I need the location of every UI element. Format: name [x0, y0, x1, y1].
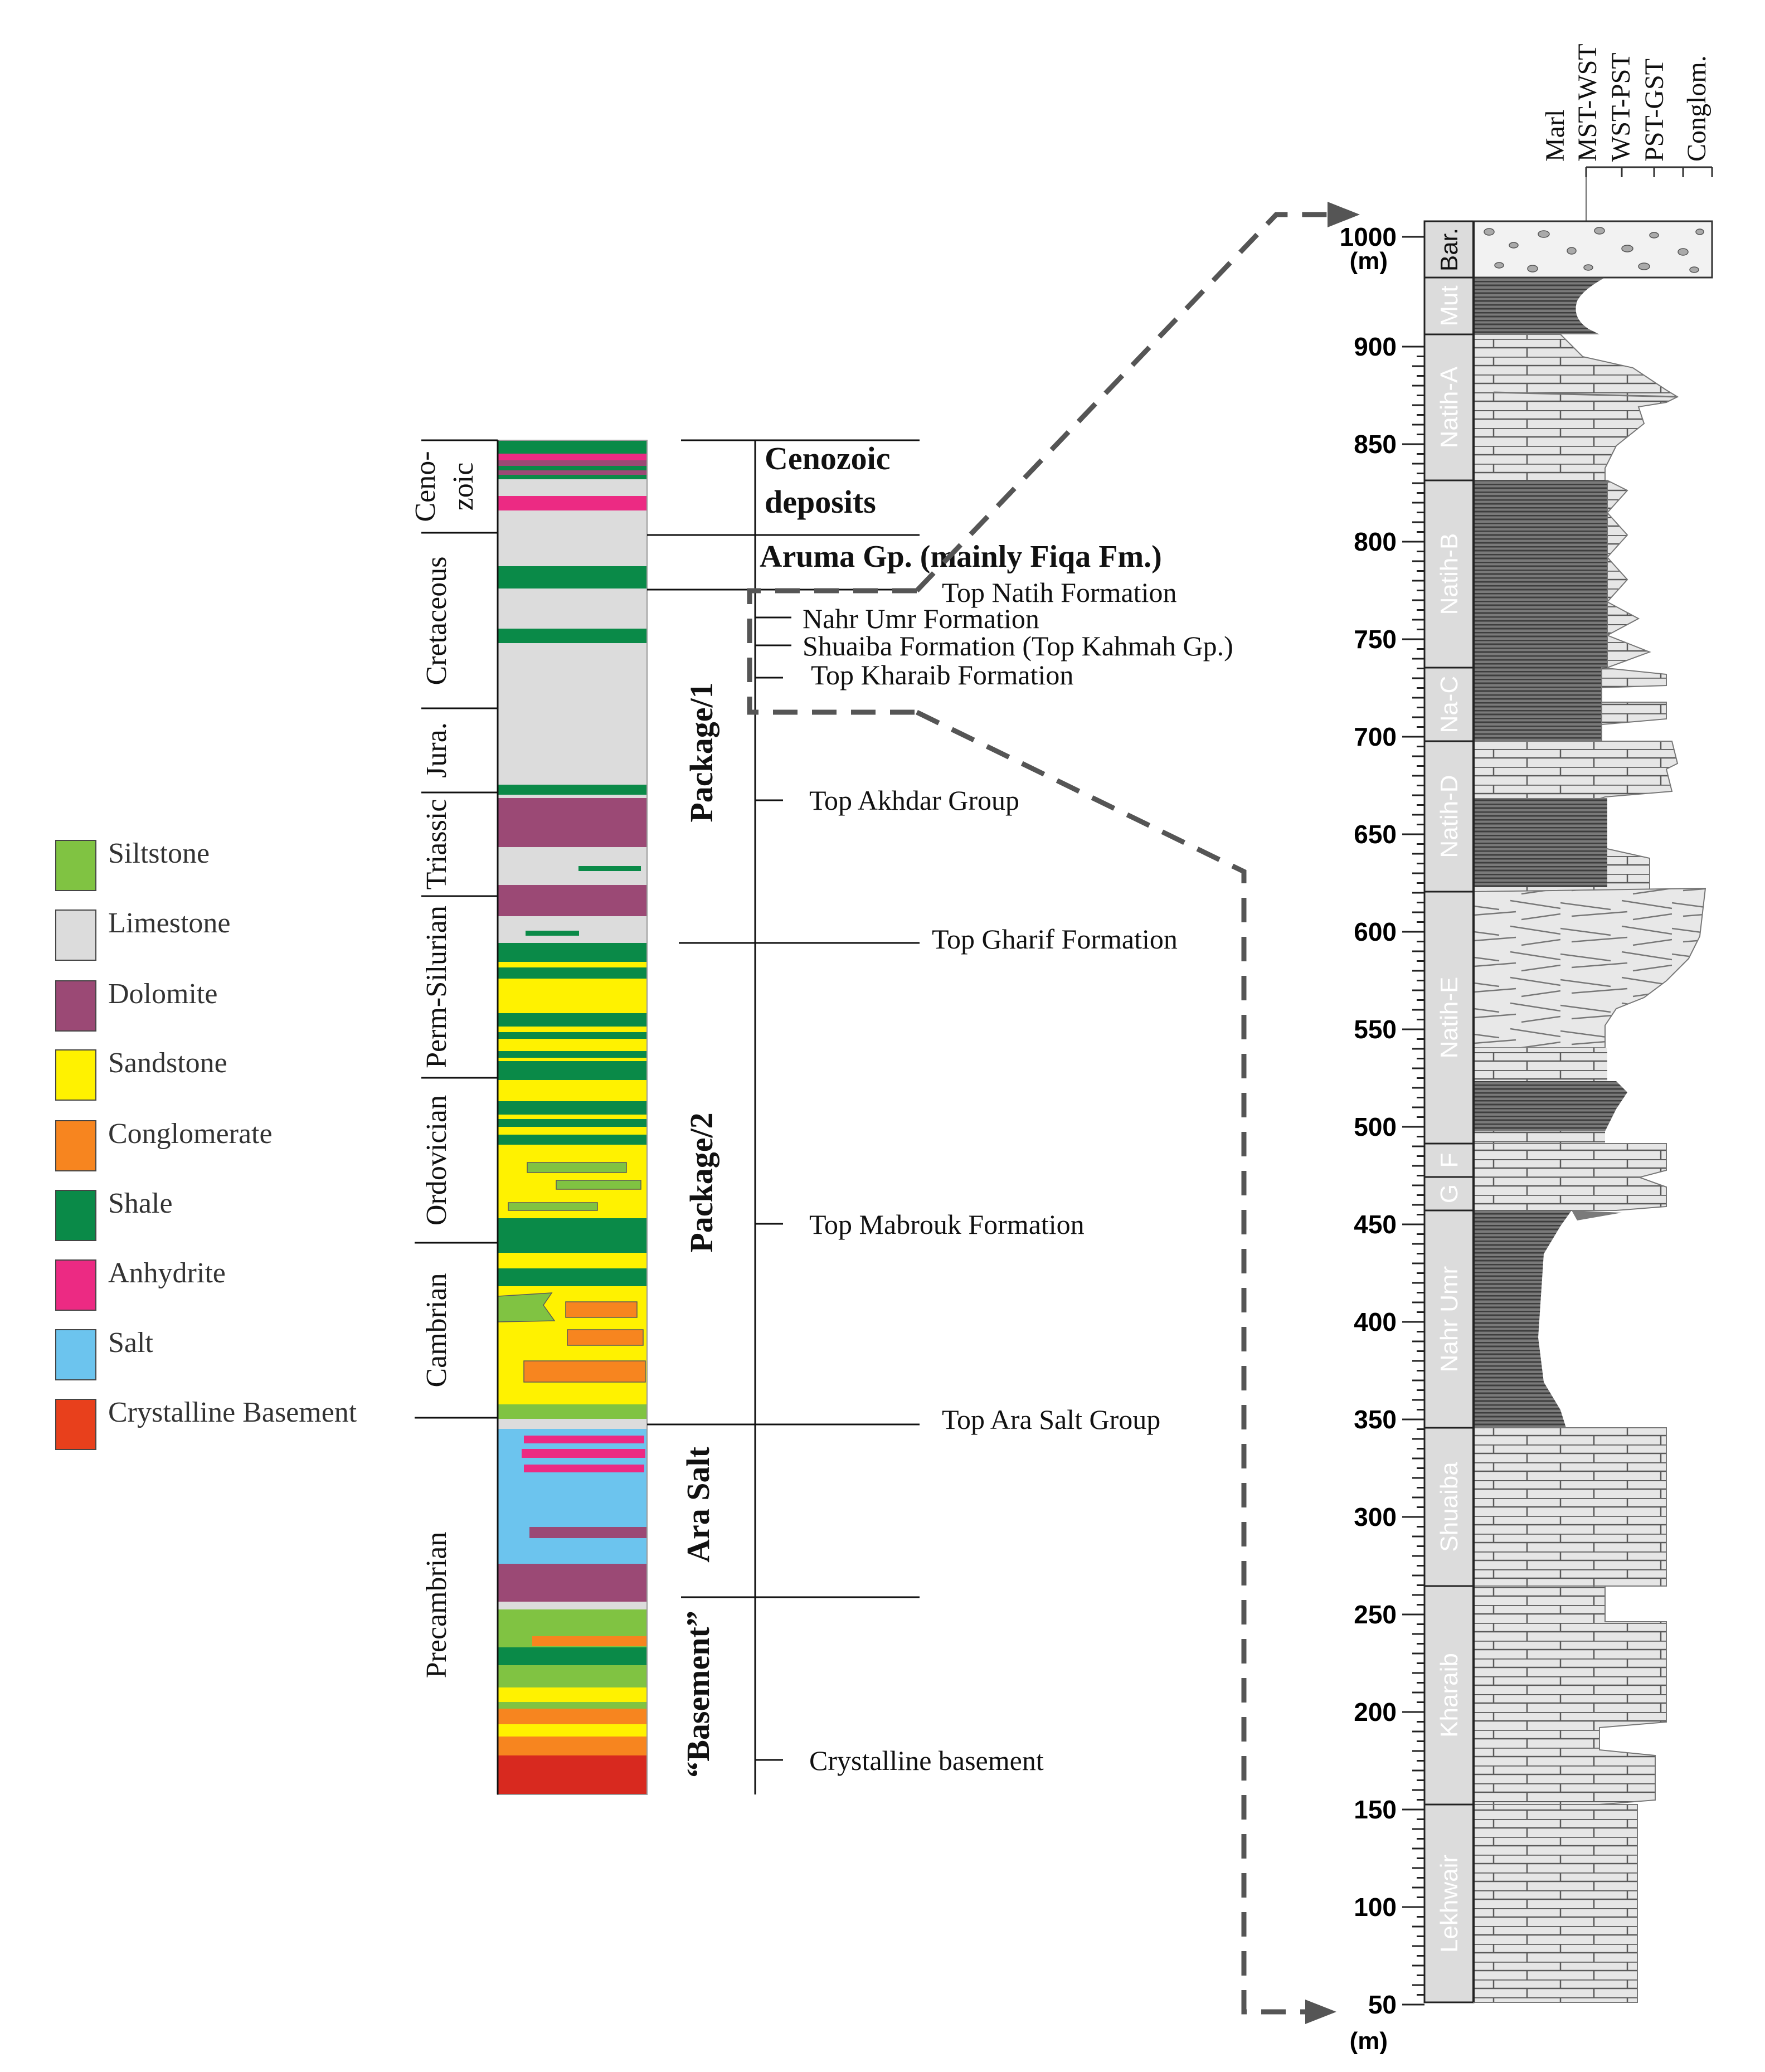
texture-mst-wst: MST-WST [1573, 43, 1602, 162]
unit-lekhwair: Lekhwair [1436, 1855, 1463, 1953]
top-natih-label: Top Natih Formation [942, 577, 1176, 608]
top-kharaib-label: Top Kharaib Formation [811, 659, 1073, 690]
unit-f: F [1436, 1153, 1463, 1168]
package-lines [647, 439, 920, 1794]
period-jurassic: Jura. [421, 722, 453, 778]
period-labels: Ceno- zoic Cretaceous Jura. Triassic Per… [410, 451, 479, 1678]
ara-salt-label: Ara Salt [680, 1446, 716, 1563]
period-perm-silurian: Perm-Silurian [421, 906, 453, 1068]
basement-label: “Basement” [680, 1611, 716, 1778]
depth-unit: (m) [1350, 247, 1388, 275]
period-cambrian: Cambrian [421, 1273, 453, 1387]
legend-label: Shale [108, 1188, 173, 1219]
legend-item-dolomite: Dolomite [55, 978, 217, 1032]
texture-conglom: Conglom. [1682, 55, 1711, 162]
texture-pst-gst: PST-GST [1640, 59, 1669, 162]
zoom-connector [747, 212, 1332, 2015]
package-labels: Cenozoic deposits Aruma Gp. (mainly Fiqa… [680, 440, 1162, 1778]
top-ara-label: Top Ara Salt Group [942, 1404, 1160, 1435]
formation-top-labels: Top Natih Formation Nahr Umr Formation S… [803, 577, 1233, 1776]
depth-unit: (m) [1350, 2027, 1388, 2055]
depth-label: 600 [1354, 917, 1397, 946]
lithology-column [497, 440, 648, 1795]
unit-natih-d: Natih-D [1436, 775, 1463, 858]
depth-label: 300 [1354, 1502, 1397, 1531]
unit-mut: Mut [1436, 285, 1463, 326]
depth-label: 400 [1354, 1307, 1397, 1336]
unit-bar: Bar. [1436, 228, 1463, 271]
depth-label: 350 [1354, 1405, 1397, 1434]
period-cenozoic-1: Ceno- [410, 451, 441, 522]
top-mabrouk-label: Top Mabrouk Formation [809, 1209, 1085, 1240]
package1-label: Package/1 [683, 682, 719, 822]
legend-item-anhydrite: Anhydrite [55, 1257, 226, 1311]
crystalline-basement-label: Crystalline basement [809, 1745, 1044, 1776]
unit-natih-b: Natih-B [1436, 533, 1463, 615]
depth-label: 150 [1354, 1795, 1397, 1824]
legend-label: Salt [108, 1327, 153, 1359]
period-precambrian: Precambrian [421, 1532, 453, 1679]
depth-label: 750 [1354, 625, 1397, 654]
zoom-arrows [1305, 202, 1360, 2024]
depth-label: 250 [1354, 1600, 1397, 1629]
shuaiba-label: Shuaiba Formation (Top Kahmah Gp.) [803, 630, 1233, 662]
legend-label: Dolomite [108, 978, 217, 1010]
legend-item-limestone: Limestone [55, 907, 231, 961]
legend: Siltstone Limestone Dolomite Sandstone C… [55, 838, 357, 1450]
nahr-umr-label: Nahr Umr Formation [803, 603, 1039, 634]
unit-g: G [1436, 1184, 1463, 1203]
top-akhdar-label: Top Akhdar Group [809, 785, 1019, 816]
texture-marl: Marl [1540, 110, 1570, 162]
legend-item-siltstone: Siltstone [55, 838, 210, 891]
texture-column [1472, 220, 1713, 2003]
depth-label: 50 [1368, 1990, 1397, 2019]
period-triassic: Triassic [421, 799, 453, 890]
depth-minor-ticks [1402, 236, 1424, 2006]
legend-label: Crystalline Basement [108, 1397, 357, 1428]
legend-item-conglomerate: Conglomerate [55, 1118, 273, 1171]
unit-kharaib: Kharaib [1436, 1653, 1463, 1738]
period-cretaceous: Cretaceous [421, 556, 453, 685]
cenozoic-deposits-label-2: deposits [765, 484, 876, 520]
legend-label: Anhydrite [108, 1257, 226, 1289]
period-column [415, 439, 499, 1794]
unit-natih-a: Natih-A [1436, 366, 1463, 448]
period-cenozoic-2: zoic [448, 463, 479, 511]
depth-label: 500 [1354, 1112, 1397, 1141]
cenozoic-deposits-label-1: Cenozoic [765, 440, 891, 476]
legend-label: Sandstone [108, 1047, 227, 1079]
legend-item-salt: Salt [55, 1327, 153, 1380]
period-ordovician: Ordovician [421, 1095, 453, 1225]
aruma-group-label: Aruma Gp. (mainly Fiqa Fm.) [760, 539, 1162, 574]
depth-label: 100 [1354, 1893, 1397, 1922]
top-gharif-label: Top Gharif Formation [932, 923, 1178, 955]
unit-nahr-umr: Nahr Umr [1436, 1266, 1463, 1373]
texture-header [1585, 166, 1713, 221]
legend-label: Conglomerate [108, 1118, 273, 1150]
depth-axis: 1000 900 850 800 750 700 650 600 550 500 450 400 350… [1340, 222, 1397, 2055]
depth-label: 650 [1354, 820, 1397, 849]
unit-shuaiba: Shuaiba [1436, 1462, 1463, 1552]
depth-label: 450 [1354, 1210, 1397, 1239]
depth-label: 700 [1354, 722, 1397, 751]
legend-item-crystalline-basement: Crystalline Basement [55, 1397, 357, 1450]
legend-label: Limestone [108, 907, 231, 939]
detailed-log: Bar. Mut Natih-A Natih-B Na-C Natih-D Na… [1340, 43, 1713, 2055]
texture-wst-pst: WST-PST [1606, 52, 1636, 162]
unit-natih-e: Natih-E [1436, 977, 1463, 1059]
package2-label: Package/2 [683, 1112, 719, 1252]
depth-label: 900 [1354, 332, 1397, 361]
depth-label: 1000 [1340, 222, 1397, 251]
legend-item-shale: Shale [55, 1188, 173, 1241]
depth-label: 550 [1354, 1015, 1397, 1044]
depth-label: 200 [1354, 1698, 1397, 1726]
legend-item-sandstone: Sandstone [55, 1047, 227, 1101]
legend-label: Siltstone [108, 838, 210, 869]
depth-label: 800 [1354, 527, 1397, 556]
depth-label: 850 [1354, 430, 1397, 459]
unit-na-c: Na-C [1436, 676, 1463, 733]
